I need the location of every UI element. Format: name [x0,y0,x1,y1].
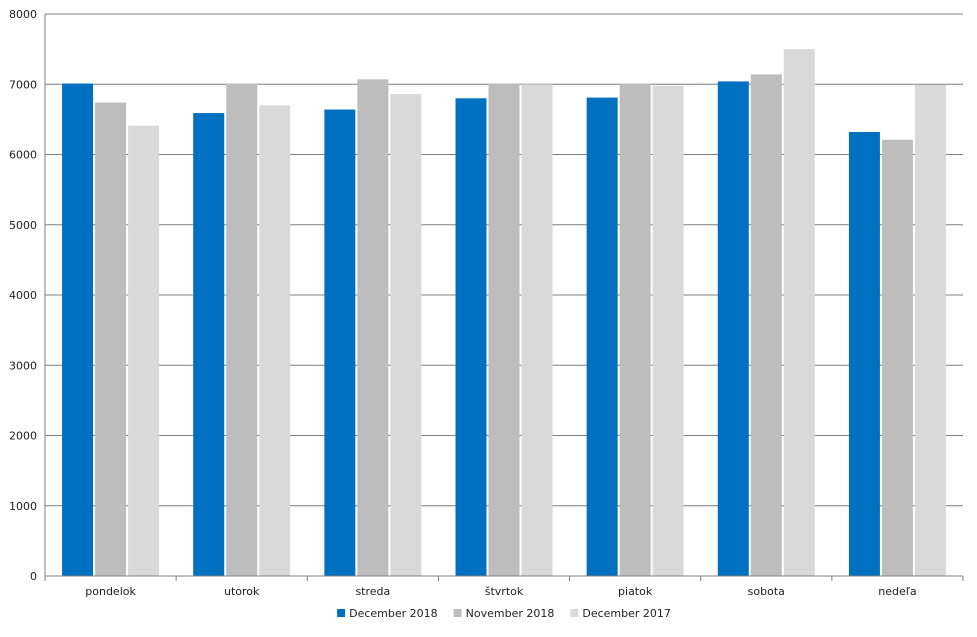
bar [717,81,749,576]
y-tick-label: 5000 [9,219,37,232]
x-tick-label: piatok [618,585,653,598]
bar [95,102,127,576]
bar [881,139,913,576]
y-tick-label: 4000 [9,289,37,302]
axes [44,14,964,581]
y-tick-label: 6000 [9,149,37,162]
y-tick-label: 0 [30,570,37,583]
bar [652,85,684,576]
x-tick-label: sobota [748,585,785,598]
y-tick-label: 2000 [9,430,37,443]
bar [226,83,258,577]
x-axis-ticks: pondelok utorok streda štvrtok piatok sobota n… [85,585,916,598]
legend: December 2018 November 2018 December 2017 [337,607,671,620]
x-tick-label: pondelok [85,585,136,598]
bar [390,94,422,577]
x-tick-label: nedeľa [878,585,916,598]
bar [848,132,880,576]
legend-label: December 2017 [582,607,671,620]
x-tick-label: štvrtok [485,585,524,598]
bars [62,49,946,577]
x-tick-label: utorok [224,585,260,598]
bar [259,105,291,576]
y-tick-label: 8000 [9,8,37,21]
bar [62,83,94,577]
bar [521,84,553,576]
bar [324,109,356,576]
y-axis-ticks: 0 1000 2000 3000 4000 5000 6000 7000 8000 [9,8,37,583]
bar [783,49,815,576]
bar [455,98,487,577]
bar [914,84,946,576]
bar [619,83,651,577]
legend-swatch [453,609,462,617]
y-tick-label: 3000 [9,359,37,372]
x-tick-label: streda [355,585,390,598]
bar [488,83,520,577]
bar [357,79,389,577]
bar [193,113,225,577]
legend-swatch [337,609,346,617]
y-tick-label: 7000 [9,78,37,91]
legend-swatch [570,609,579,617]
bar [750,74,782,576]
legend-item: December 2017 [570,607,671,620]
legend-label: November 2018 [466,607,555,620]
bar [128,125,160,576]
y-tick-label: 1000 [9,500,37,513]
bar [586,97,618,576]
legend-item: November 2018 [453,607,555,620]
legend-item: December 2018 [337,607,438,620]
legend-label: December 2018 [349,607,438,620]
